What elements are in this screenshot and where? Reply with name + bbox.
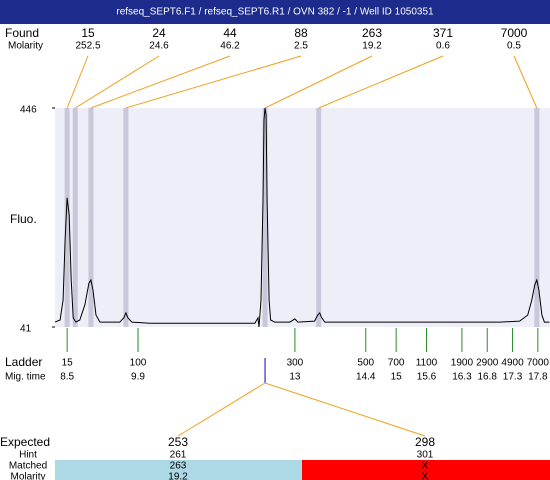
peak-bar [534,108,540,327]
found-size: 24 [152,26,166,40]
expected-matched: 263 [170,461,187,472]
peak-bar [316,108,322,327]
expected-size: 253 [168,435,188,449]
found-molarity: 0.5 [507,41,521,52]
plot-area [55,108,550,327]
peak-connector [125,55,302,109]
peak-connector [264,55,373,109]
peak-bar [64,108,70,327]
found-size: 44 [223,26,237,40]
ladder-time: 16.3 [452,372,472,383]
found-size: 7000 [501,26,528,40]
peak-connector [318,55,444,109]
expected-molarity: X [422,472,429,480]
found-molarity: 24.6 [149,41,169,52]
mig-time-label: Mig. time [5,372,46,383]
expected-connector [177,382,266,437]
found-size: 263 [362,26,382,40]
ladder-size: 7000 [527,358,550,369]
ladder-time: 9.9 [131,372,145,383]
peak-bar [123,108,129,327]
peak-bar [88,108,94,327]
ladder-size: 15 [62,358,74,369]
ladder-time: 17.3 [503,372,523,383]
ladder-size: 100 [130,358,147,369]
ladder-size: 1100 [416,358,438,369]
ladder-size: 4900 [501,358,524,369]
trace-line [54,107,550,328]
peak-connector [90,55,231,109]
found-molarity: 0.6 [436,41,450,52]
found-size: 15 [81,26,95,40]
ladder-label: Ladder [5,355,42,369]
ladder-time: 15.6 [417,372,437,383]
peak-connector [513,55,538,109]
expected-matched: X [422,461,429,472]
header-title: refseq_SEPT6.F1 / refseq_SEPT6.R1 / OVN … [116,7,434,18]
ladder-size: 700 [388,358,405,369]
found-molarity: 19.2 [362,41,382,52]
found-molarity: 2.5 [294,41,308,52]
found-label: Found [5,26,39,40]
expected-connector [264,382,426,437]
expected-molarity-label: Molarity [10,472,45,480]
ladder-size: 2900 [476,358,499,369]
ladder-time: 8.5 [60,372,74,383]
matched-label: Matched [9,461,47,472]
ladder-size: 500 [357,358,374,369]
found-molarity: 252.5 [75,41,100,52]
ladder-time: 13 [289,372,301,383]
expected-hint: 261 [170,450,187,461]
expected-molarity: 19.2 [168,472,188,480]
peak-bar [72,108,78,327]
expected-label: Expected [0,435,50,449]
expected-hint: 301 [417,450,434,461]
molarity-label: Molarity [8,41,43,52]
ladder-time: 14.4 [356,372,376,383]
found-molarity: 46.2 [220,41,240,52]
matched-cell [55,460,302,480]
found-size: 88 [294,26,308,40]
peak-connector [74,55,160,109]
y-tick-label: 41 [20,324,32,335]
ladder-time: 17.8 [528,372,548,383]
ladder-size: 300 [287,358,304,369]
unmatched-cell [302,460,550,480]
y-tick-label: 446 [20,105,37,116]
ladder-size: 1900 [451,358,474,369]
expected-size: 298 [415,435,435,449]
peak-connector [66,55,89,109]
y-axis-label: Fluo. [10,212,37,226]
header-bar [0,0,550,24]
hint-label: Hint [19,450,37,461]
ladder-time: 15 [391,372,403,383]
found-size: 371 [433,26,453,40]
ladder-time: 16.8 [478,372,498,383]
peak-bar [262,108,268,327]
